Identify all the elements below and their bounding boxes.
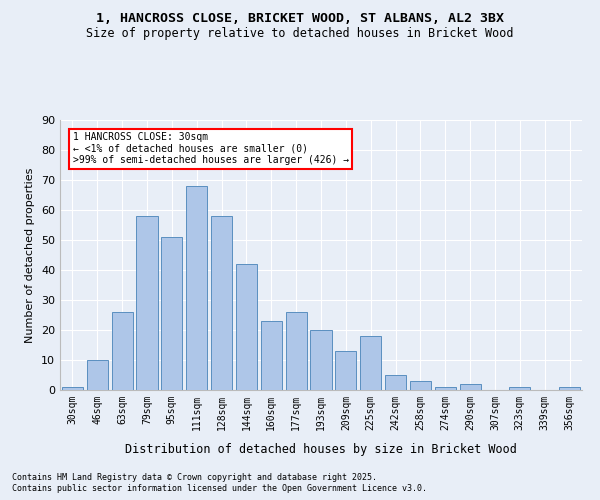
Bar	[286, 312, 307, 390]
Bar	[435, 387, 456, 390]
Bar	[236, 264, 257, 390]
Bar	[87, 360, 108, 390]
Bar	[460, 384, 481, 390]
Bar	[509, 387, 530, 390]
Text: 1, HANCROSS CLOSE, BRICKET WOOD, ST ALBANS, AL2 3BX: 1, HANCROSS CLOSE, BRICKET WOOD, ST ALBA…	[96, 12, 504, 26]
Bar	[186, 186, 207, 390]
Text: Distribution of detached houses by size in Bricket Wood: Distribution of detached houses by size …	[125, 442, 517, 456]
Bar	[559, 387, 580, 390]
Bar	[385, 375, 406, 390]
Text: Size of property relative to detached houses in Bricket Wood: Size of property relative to detached ho…	[86, 28, 514, 40]
Bar	[112, 312, 133, 390]
Bar	[410, 381, 431, 390]
Bar	[62, 387, 83, 390]
Text: Contains HM Land Registry data © Crown copyright and database right 2025.: Contains HM Land Registry data © Crown c…	[12, 472, 377, 482]
Text: Contains public sector information licensed under the Open Government Licence v3: Contains public sector information licen…	[12, 484, 427, 493]
Bar	[261, 321, 282, 390]
Bar	[136, 216, 158, 390]
Bar	[335, 351, 356, 390]
Bar	[161, 237, 182, 390]
Text: 1 HANCROSS CLOSE: 30sqm
← <1% of detached houses are smaller (0)
>99% of semi-de: 1 HANCROSS CLOSE: 30sqm ← <1% of detache…	[73, 132, 349, 165]
Bar	[211, 216, 232, 390]
Bar	[310, 330, 332, 390]
Bar	[360, 336, 381, 390]
Y-axis label: Number of detached properties: Number of detached properties	[25, 168, 35, 342]
